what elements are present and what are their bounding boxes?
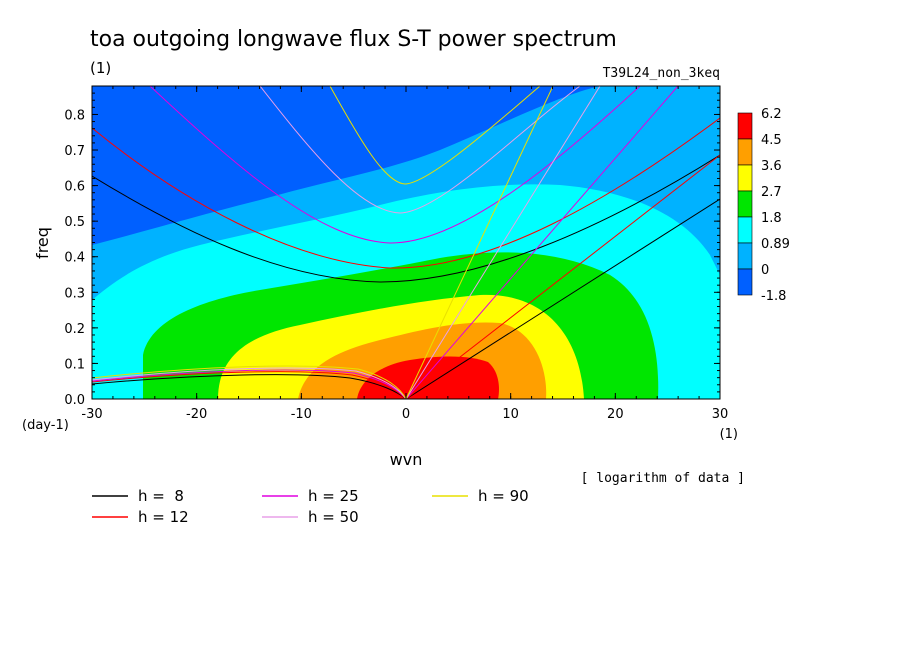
curve-h25-kelvin xyxy=(405,86,679,399)
x-tick-label: -10 xyxy=(291,407,312,422)
chart-title: toa outgoing longwave flux S-T power spe… xyxy=(90,27,617,52)
dispersion-curves xyxy=(92,86,720,399)
y-tick-label: 0.5 xyxy=(64,215,85,230)
curve-h25-rossby xyxy=(92,369,407,399)
legend-label: h = 12 xyxy=(138,508,189,526)
colorbar-swatch xyxy=(737,164,753,192)
legend-label: h = 90 xyxy=(478,487,529,505)
curve-h90-igw xyxy=(329,86,541,185)
colorbar: 6.2 4.5 3.6 2.7 1.8 0.89 0 -1.8 xyxy=(737,107,790,304)
colorbar-label: 6.2 xyxy=(761,107,782,122)
y-tick-label: 0.8 xyxy=(64,108,85,123)
x-tick-label: 30 xyxy=(712,407,729,422)
legend-label: h = 8 xyxy=(138,487,184,505)
curve-h90-kelvin xyxy=(405,86,554,399)
legend: h = 8 h = 12 h = 25 h = 50 h = 90 xyxy=(92,487,529,526)
x-tick-label: 0 xyxy=(402,407,410,422)
x-axis: -30 -20 -10 0 10 20 30 xyxy=(81,86,728,422)
colorbar-swatch xyxy=(737,242,753,270)
x-axis-unit: (1) xyxy=(720,427,738,442)
legend-label: h = 25 xyxy=(308,487,359,505)
curve-h8-rossby xyxy=(92,374,407,399)
legend-label: h = 50 xyxy=(308,508,359,526)
colorbar-label: 3.6 xyxy=(761,159,782,174)
y-axis-unit: (day-1) xyxy=(22,418,69,433)
curve-h12-kelvin xyxy=(405,154,720,399)
run-name: T39L24_non_3keq xyxy=(603,66,720,81)
y-axis: 0.0 0.1 0.2 0.3 0.4 0.5 0.6 0.7 0.8 xyxy=(64,85,720,408)
curve-h8-kelvin xyxy=(405,198,720,399)
y-tick-label: 0.1 xyxy=(64,357,85,372)
x-axis-label: wvn xyxy=(390,450,423,469)
y-tick-label: 0.4 xyxy=(64,251,85,266)
colorbar-swatch xyxy=(737,138,753,166)
data-note: [ logarithm of data ] xyxy=(581,471,745,486)
colorbar-swatch xyxy=(737,216,753,244)
colorbar-swatch xyxy=(737,112,753,140)
colorbar-label: 1.8 xyxy=(761,211,782,226)
colorbar-label: -1.8 xyxy=(761,289,786,304)
curve-h12-rossby xyxy=(92,371,407,399)
curve-h50-kelvin xyxy=(405,86,601,399)
x-tick-label: -30 xyxy=(81,407,102,422)
colorbar-swatch xyxy=(737,190,753,218)
contour-field xyxy=(92,86,720,399)
curve-h12-igw xyxy=(92,117,720,269)
curve-h8-igw xyxy=(92,154,720,283)
curve-h50-igw xyxy=(259,86,581,214)
y-tick-label: 0.7 xyxy=(64,144,85,159)
x-tick-label: 20 xyxy=(607,407,624,422)
curve-h90-rossby xyxy=(92,365,407,399)
x-tick-label: 10 xyxy=(502,407,519,422)
y-tick-label: 0.0 xyxy=(64,393,85,408)
colorbar-label: 2.7 xyxy=(761,185,782,200)
y-tick-label: 0.3 xyxy=(64,286,85,301)
colorbar-swatch xyxy=(737,268,753,296)
colorbar-label: 4.5 xyxy=(761,133,782,148)
y-tick-label: 0.6 xyxy=(64,180,85,195)
curve-h50-rossby xyxy=(92,367,407,399)
y-tick-label: 0.2 xyxy=(64,322,85,337)
colorbar-label: 0 xyxy=(761,263,769,278)
curve-h25-igw xyxy=(149,86,641,244)
colorbar-label: 0.89 xyxy=(761,237,790,252)
y-axis-label: freq xyxy=(33,227,52,259)
x-tick-label: -20 xyxy=(186,407,207,422)
chart-subtitle: (1) xyxy=(90,59,111,77)
